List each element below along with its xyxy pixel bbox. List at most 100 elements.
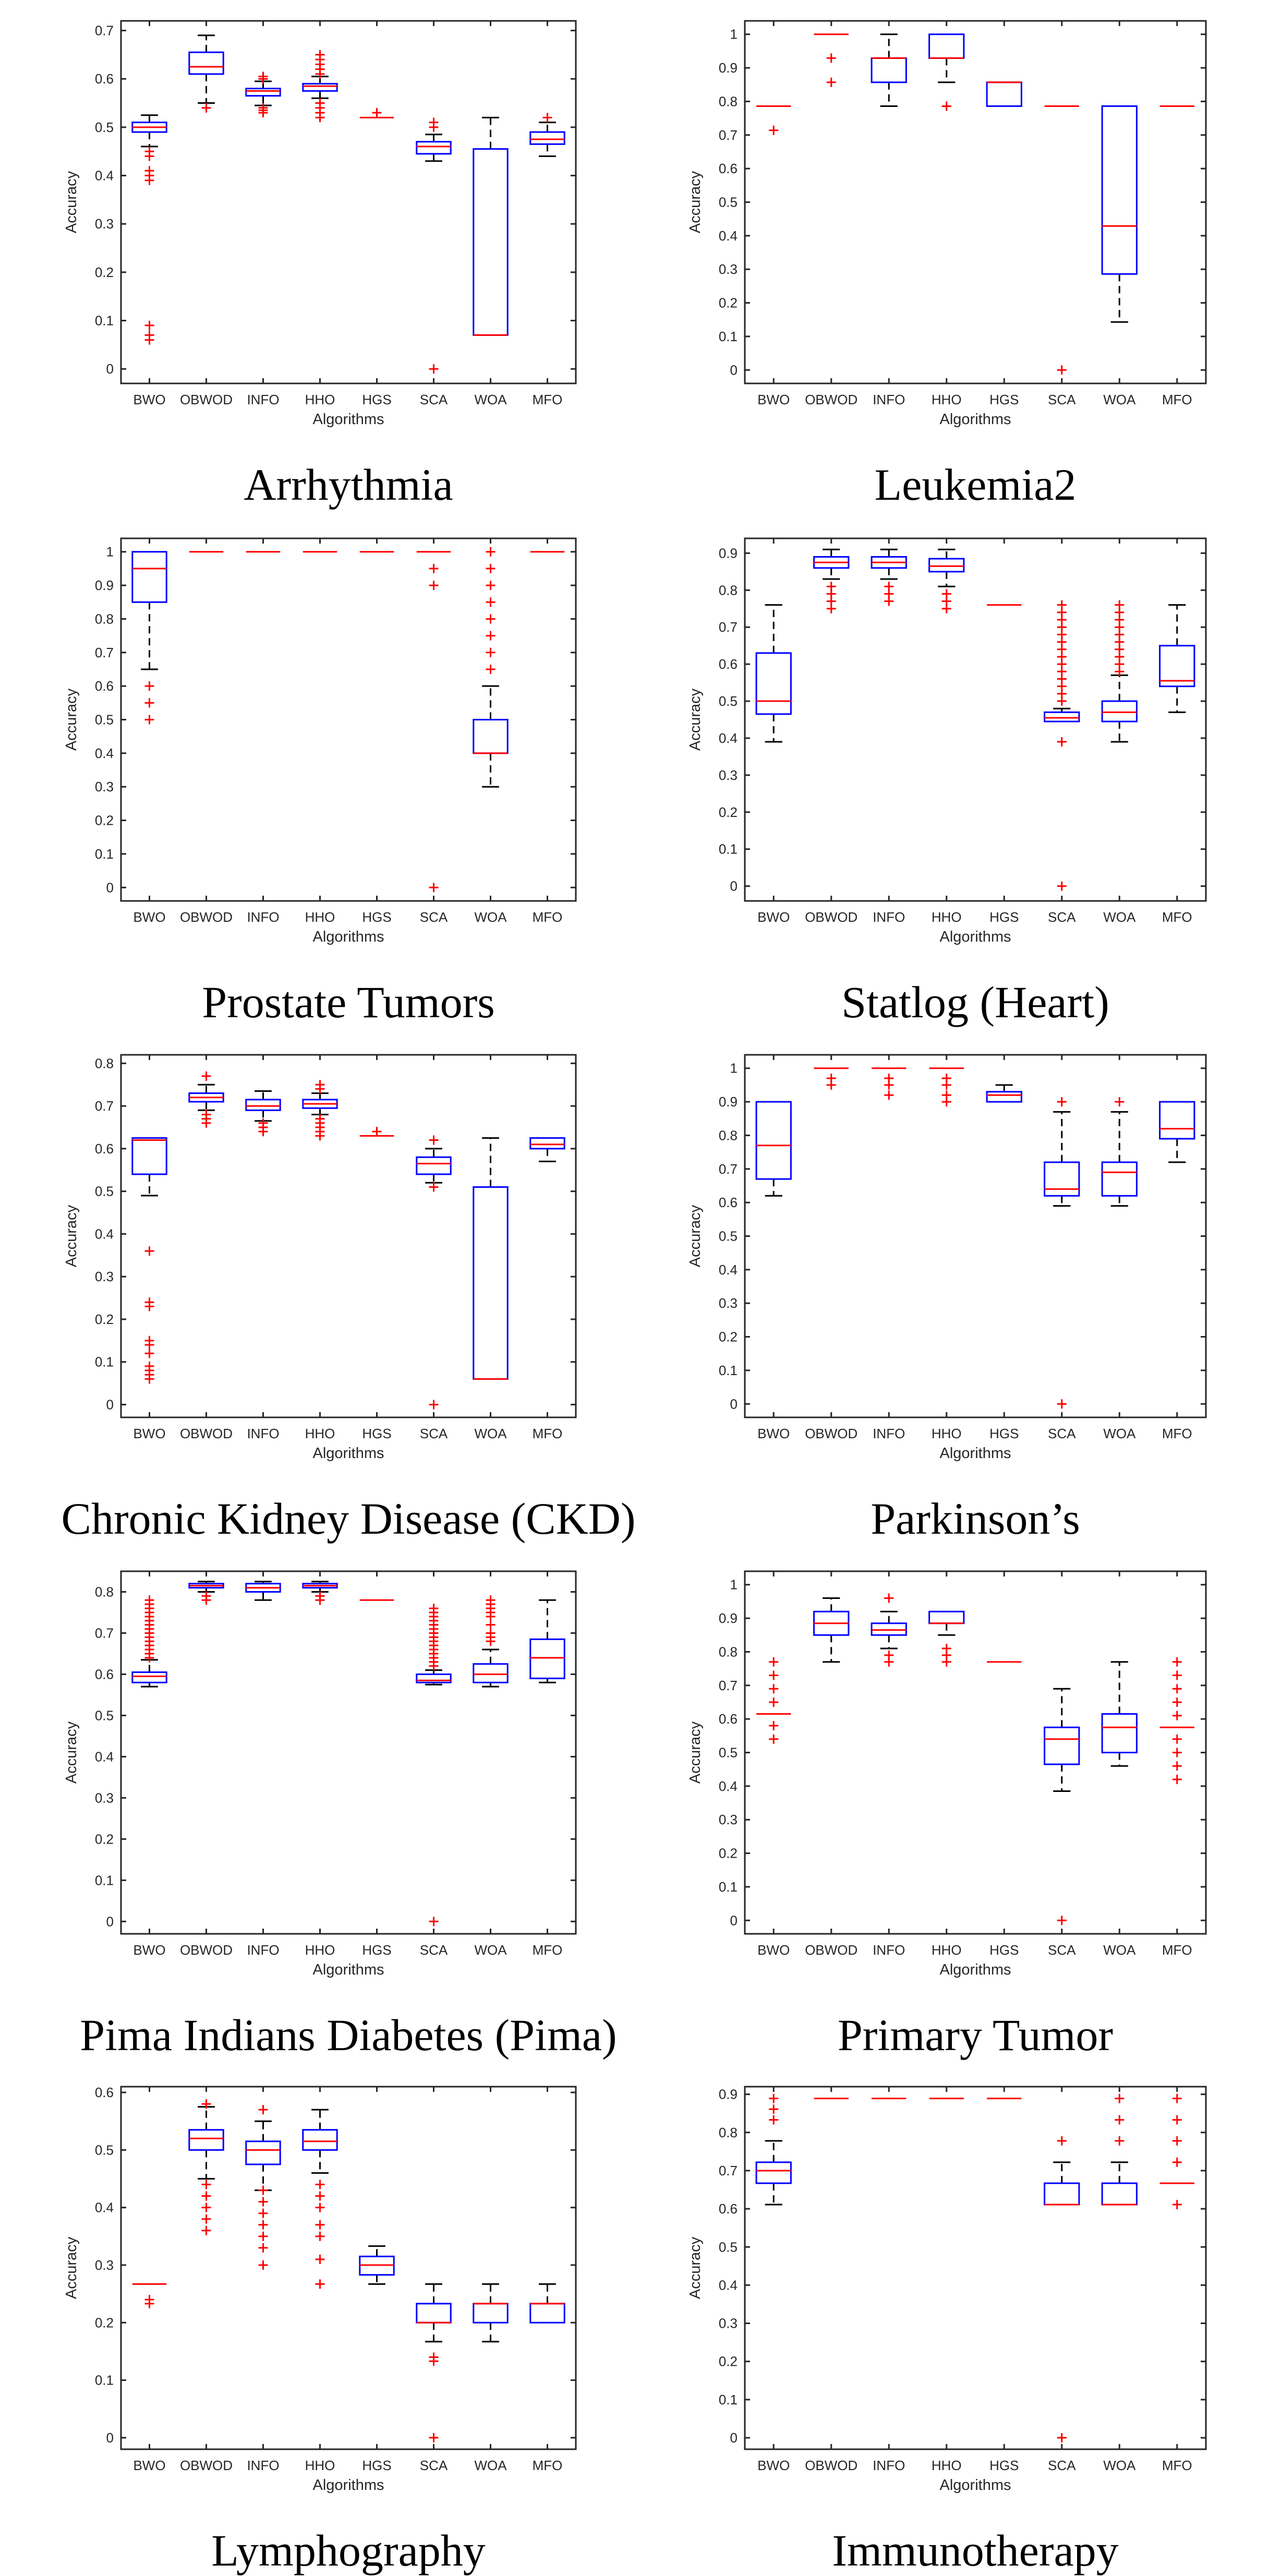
y-tick-label: 0.1	[719, 329, 738, 344]
y-tick-label: 0.6	[95, 1141, 114, 1157]
y-tick-label: 0.6	[719, 1711, 738, 1727]
outlier-marker	[315, 2279, 325, 2289]
y-tick-label: 0	[730, 2430, 738, 2446]
outlier-marker	[315, 1080, 325, 1090]
y-tick-label: 0.4	[95, 1749, 114, 1764]
x-tick-label-hgs: HGS	[362, 1426, 391, 1441]
box-woa	[1101, 1661, 1138, 1767]
x-tick-label-sca: SCA	[1048, 1942, 1076, 1958]
x-tick-label-obwod: OBWOD	[180, 392, 233, 407]
box-obwod	[814, 1067, 849, 1090]
box-obwod	[814, 33, 849, 87]
y-tick-label: 0.8	[719, 2125, 738, 2140]
y-tick-label: 0.2	[95, 2315, 114, 2330]
outlier-marker	[769, 2115, 779, 2125]
box-hho	[928, 548, 965, 613]
outlier-marker	[769, 2093, 779, 2103]
box-sca	[1044, 2136, 1080, 2443]
outlier-marker	[372, 1127, 382, 1137]
box-iqr	[755, 652, 792, 715]
x-tick-label-bwo: BWO	[133, 1942, 165, 1958]
outlier-marker	[144, 1361, 154, 1371]
outlier-marker	[258, 2231, 268, 2241]
outlier-marker	[315, 1591, 325, 1601]
outlier-marker	[201, 1071, 211, 1081]
x-tick-label-obwod: OBWOD	[805, 909, 857, 925]
box-obwod	[188, 1071, 224, 1128]
axes-frame	[744, 537, 1207, 902]
x-tick-label-mfo: MFO	[533, 1426, 563, 1441]
box-mfo	[1159, 1101, 1195, 1163]
box-iqr	[245, 1099, 281, 1111]
outlier-marker	[941, 589, 951, 599]
box-woa	[473, 2283, 509, 2343]
y-tick-label: 0.3	[719, 1812, 738, 1827]
panel-caption: Lymphography	[211, 2525, 486, 2575]
x-tick-label-bwo: BWO	[757, 909, 790, 925]
x-tick-label-obwod: OBWOD	[180, 1942, 233, 1958]
box-iqr	[1101, 2182, 1138, 2206]
outlier-marker	[1172, 1761, 1182, 1771]
y-tick-label: 0.4	[719, 228, 738, 244]
y-tick-label: 0	[106, 880, 114, 895]
box-hgs	[359, 2245, 395, 2285]
y-tick-label: 1	[730, 27, 738, 42]
outlier-marker	[1115, 2093, 1125, 2103]
box-obwod	[188, 2099, 224, 2235]
y-tick-label: 0.2	[95, 264, 114, 280]
y-tick-label: 0.1	[719, 841, 738, 857]
y-tick-label: 0.4	[95, 168, 114, 184]
panel-immunotherapy: 0 0.1 0.2 0.3 0.4 0.5 0.6 0.7 0.8 0.9 BWO OBWOD INFO…	[687, 2086, 1207, 2575]
outlier-marker	[769, 125, 779, 135]
outlier-marker	[1172, 2200, 1182, 2210]
y-tick-label: 0.5	[95, 1184, 114, 1199]
box-woa	[473, 547, 509, 788]
box-sca	[1044, 1688, 1080, 1925]
outlier-marker	[884, 582, 894, 592]
axes-frame	[120, 20, 577, 384]
x-tick-label-mfo: MFO	[1162, 1942, 1192, 1958]
box-iqr	[755, 1101, 792, 1180]
y-tick-label: 0.5	[95, 2142, 114, 2158]
outlier-marker	[769, 1721, 779, 1731]
outlier-marker	[769, 2104, 779, 2114]
box-hho	[302, 50, 338, 123]
y-tick-label: 0.6	[719, 656, 738, 672]
x-tick-label-hgs: HGS	[362, 909, 391, 925]
outlier-marker	[315, 50, 325, 59]
outlier-marker	[769, 1670, 779, 1680]
outlier-marker	[258, 2185, 268, 2195]
outlier-marker	[258, 103, 268, 113]
axes-frame	[744, 1054, 1207, 1418]
outlier-marker	[486, 581, 495, 591]
x-axis-label: Algorithms	[313, 929, 384, 945]
outlier-marker	[201, 1110, 211, 1120]
y-tick-label: 0.5	[719, 693, 738, 709]
box-info	[245, 71, 281, 118]
x-tick-label-bwo: BWO	[133, 909, 165, 925]
box-iqr	[1159, 1101, 1195, 1140]
box-iqr	[473, 1186, 509, 1380]
x-axis-label: Algorithms	[940, 1961, 1011, 1978]
x-tick-label-woa: WOA	[1103, 909, 1136, 925]
y-tick-label: 1	[730, 1061, 738, 1076]
outlier-marker	[486, 563, 495, 573]
x-tick-label-woa: WOA	[1103, 1942, 1136, 1958]
y-tick-label: 0	[730, 1396, 738, 1412]
box-info	[245, 1581, 281, 1601]
x-axis-label: Algorithms	[940, 2477, 1011, 2494]
x-tick-label-hho: HHO	[932, 909, 962, 925]
box-iqr	[131, 1137, 167, 1175]
outlier-marker	[1057, 2136, 1067, 2146]
outlier-marker	[1172, 2115, 1182, 2125]
panel-parkinson-s: 0 0.1 0.2 0.3 0.4 0.5 0.6 0.7 0.8 0.9 1 BWO OBWOD INF…	[687, 1054, 1207, 1544]
outlier-marker	[144, 2295, 154, 2305]
x-tick-label-hho: HHO	[932, 392, 962, 407]
outlier-marker	[258, 71, 268, 81]
x-tick-label-hgs: HGS	[989, 1426, 1019, 1441]
outlier-marker	[144, 1246, 154, 1256]
outlier-marker	[884, 1593, 894, 1603]
box-iqr	[416, 141, 452, 155]
panel-leukemia2: 0 0.1 0.2 0.3 0.4 0.5 0.6 0.7 0.8 0.9 1 BWO OBWOD INF…	[687, 20, 1207, 510]
x-tick-label-woa: WOA	[474, 1426, 507, 1441]
